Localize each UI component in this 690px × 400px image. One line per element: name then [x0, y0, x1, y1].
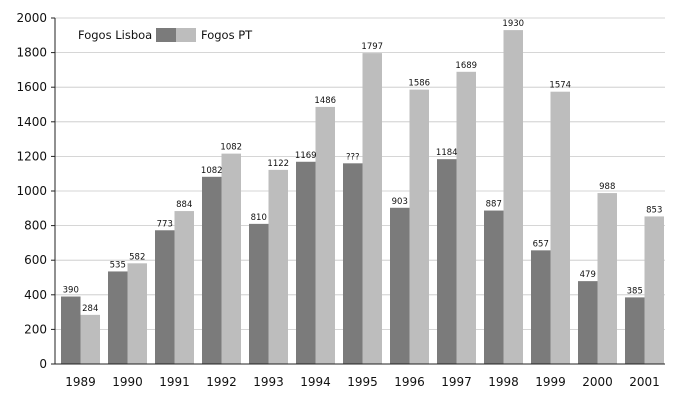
x-tick-label: 1990 — [112, 375, 143, 389]
data-label: 1797 — [361, 42, 383, 52]
bar-fogos-lisboa-1999 — [531, 250, 551, 364]
x-tick-label: 2000 — [582, 375, 613, 389]
bar-fogos-pt-1996 — [409, 89, 429, 364]
bar-fogos-pt-1992 — [221, 153, 241, 364]
bar-fogos-pt-1999 — [550, 91, 570, 364]
data-label: 853 — [646, 205, 662, 215]
y-tick-label: 600 — [24, 253, 47, 267]
bar-fogos-lisboa-1990 — [108, 271, 128, 364]
legend-label-fogos-lisboa: Fogos Lisboa — [78, 28, 152, 42]
bar-fogos-pt-1991 — [174, 211, 194, 364]
data-label: 1586 — [408, 79, 430, 89]
x-tick-label: 1991 — [159, 375, 190, 389]
bar-fogos-lisboa-2000 — [578, 281, 598, 364]
bar-fogos-pt-1989 — [80, 314, 100, 364]
data-label: 1689 — [455, 61, 477, 71]
data-label: 385 — [627, 286, 643, 296]
x-axis-ticks: 1989 1990 1991 1992 1993 1994 1995 1996 1997 1998… — [65, 375, 660, 389]
data-label: 1082 — [201, 166, 223, 176]
bar-fogos-lisboa-1996 — [390, 207, 410, 364]
y-tick-label: 200 — [24, 322, 47, 336]
bar-fogos-pt-2001 — [644, 216, 664, 364]
bar-fogos-pt-1994 — [315, 106, 335, 364]
x-tick-label: 2001 — [629, 375, 660, 389]
axes — [51, 17, 665, 365]
data-label: 884 — [176, 200, 192, 210]
x-tick-label: 1997 — [441, 375, 472, 389]
data-label: ??? — [346, 152, 360, 162]
data-label: 773 — [157, 219, 173, 229]
bar-fogos-lisboa-1998 — [484, 210, 504, 364]
data-label: 390 — [63, 286, 79, 296]
data-label: 887 — [486, 200, 502, 210]
bar-fogos-pt-1995 — [362, 53, 382, 365]
data-label: 1930 — [502, 19, 524, 29]
data-label: 810 — [251, 213, 267, 223]
bar-fogos-lisboa-2001 — [625, 297, 645, 364]
legend-swatch-fogos-lisboa — [156, 28, 176, 42]
data-label: 479 — [580, 270, 596, 280]
data-label: 988 — [599, 182, 615, 192]
bar-fogos-pt-1998 — [503, 30, 523, 365]
y-tick-label: 2000 — [16, 11, 47, 25]
y-tick-label: 1400 — [16, 115, 47, 129]
data-label: 1122 — [267, 159, 289, 169]
x-tick-label: 1989 — [65, 375, 96, 389]
data-label: 582 — [129, 252, 145, 262]
x-tick-label: 1998 — [488, 375, 519, 389]
y-tick-label: 0 — [39, 357, 47, 371]
x-tick-label: 1999 — [535, 375, 566, 389]
y-tick-label: 1000 — [16, 184, 47, 198]
x-tick-label: 1996 — [394, 375, 425, 389]
bar-fogos-pt-1997 — [456, 71, 476, 364]
data-label: 284 — [82, 304, 98, 314]
x-tick-label: 1992 — [206, 375, 237, 389]
bar-fogos-lisboa-1989 — [61, 296, 81, 364]
bar-fogos-lisboa-1992 — [202, 176, 222, 364]
legend-swatch-fogos-pt — [176, 28, 196, 42]
x-tick-label: 1994 — [300, 375, 331, 389]
data-label: 1486 — [314, 96, 336, 106]
bars — [61, 30, 664, 365]
data-label: 657 — [533, 239, 549, 249]
data-label: 903 — [392, 197, 408, 207]
y-tick-label: 400 — [24, 288, 47, 302]
bar-fogos-pt-1990 — [127, 263, 147, 364]
legend-label-fogos-pt: Fogos PT — [201, 28, 253, 42]
x-tick-label: 1993 — [253, 375, 284, 389]
x-tick-label: 1995 — [347, 375, 378, 389]
legend: Fogos Lisboa Fogos PT — [66, 24, 262, 46]
data-label: 1574 — [549, 81, 571, 91]
bar-fogos-pt-2000 — [597, 193, 617, 364]
data-label: 535 — [110, 260, 126, 270]
y-tick-label: 1800 — [16, 46, 47, 60]
y-tick-label: 800 — [24, 219, 47, 233]
bar-fogos-lisboa-1994 — [296, 161, 316, 364]
bar-fogos-pt-1993 — [268, 169, 288, 364]
y-axis-ticks: 0 200 400 600 800 1000 1200 1400 1600 1800 2000 — [16, 11, 47, 371]
data-label: 1184 — [436, 148, 458, 158]
bar-fogos-lisboa-1995 — [343, 163, 363, 364]
bar-fogos-lisboa-1991 — [155, 230, 175, 364]
y-tick-label: 1600 — [16, 80, 47, 94]
data-label: 1169 — [295, 151, 317, 161]
data-label: 1082 — [220, 143, 242, 153]
bar-fogos-lisboa-1997 — [437, 159, 457, 364]
bar-fogos-lisboa-1993 — [249, 223, 269, 364]
y-tick-label: 1200 — [16, 149, 47, 163]
